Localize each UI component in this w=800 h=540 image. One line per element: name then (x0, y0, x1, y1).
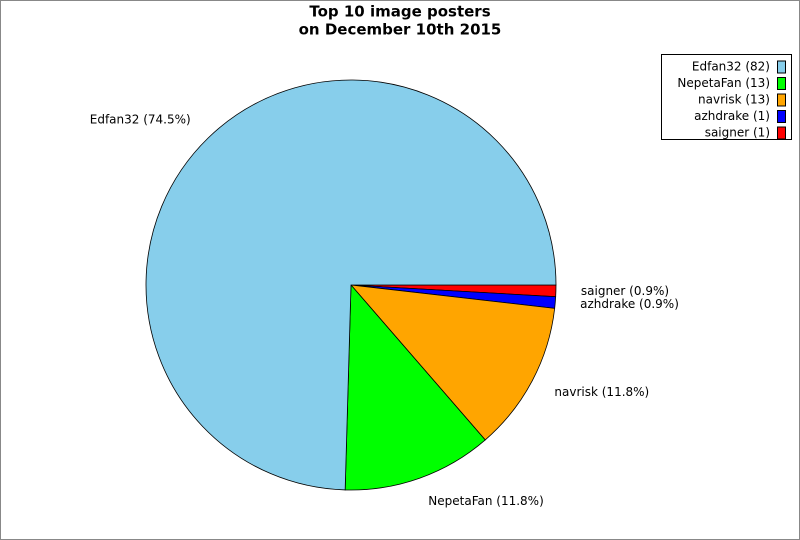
slice-label: saigner (0.9%) (581, 284, 669, 298)
pie-slice (145, 79, 557, 491)
slice-label: navrisk (11.8%) (554, 385, 649, 399)
legend-label: Edfan32 (82) (692, 60, 770, 74)
legend-swatch (777, 110, 786, 123)
slice-label: Edfan32 (74.5%) (90, 113, 191, 127)
legend-swatch (777, 126, 786, 140)
legend-box (661, 54, 792, 140)
legend-swatch (777, 93, 786, 107)
legend-label: NepetaFan (13) (677, 76, 770, 90)
slice-label: NepetaFan (11.8%) (428, 494, 543, 508)
legend-swatch (777, 77, 786, 90)
legend-label: azhdrake (1) (694, 109, 770, 123)
legend-label: saigner (1) (705, 126, 770, 140)
chart-subtitle: on December 10th 2015 (299, 21, 502, 39)
legend-label: navrisk (13) (698, 93, 770, 107)
legend-swatch (777, 60, 786, 74)
chart-title: Top 10 image posters (309, 3, 490, 21)
pie-slice (344, 283, 486, 491)
slice-label: azhdrake (0.9%) (580, 297, 679, 311)
pie-slice (350, 284, 556, 441)
